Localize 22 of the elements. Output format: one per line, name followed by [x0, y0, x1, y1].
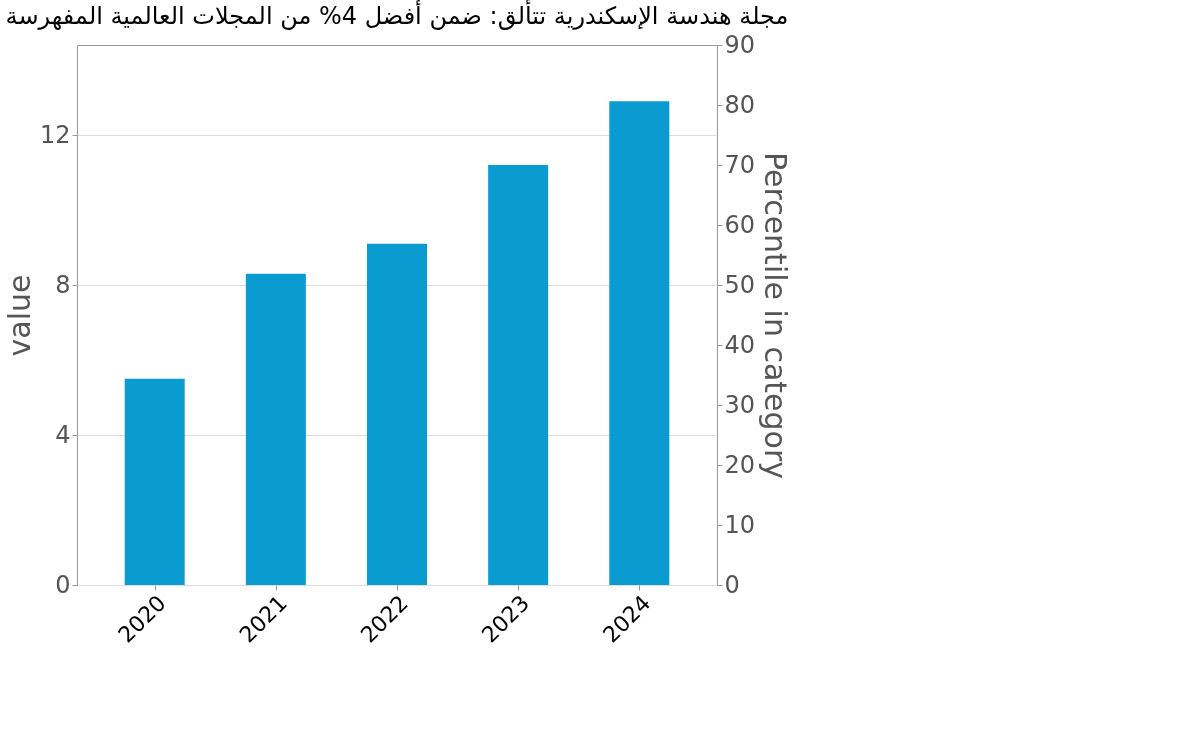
bar — [245, 273, 306, 585]
y2-tick-label: 70 — [724, 150, 756, 179]
y-tick-label: 12 — [39, 120, 71, 149]
bar — [367, 243, 427, 585]
y2-tick-label: 60 — [724, 210, 756, 239]
y2-tick-label: 30 — [724, 390, 756, 419]
y-tick-label: 8 — [55, 270, 71, 299]
y2-tick-label: 0 — [724, 570, 740, 599]
chart-title: مجلة هندسة الإسكندرية تتألق: ضمن أفضل 4% من المجلات العالمية المفهرسة — [5, 0, 789, 30]
y2-tick-label: 20 — [724, 450, 756, 479]
y2-tick-label: 80 — [724, 90, 756, 119]
bar — [124, 378, 185, 585]
y2-tick-label: 90 — [724, 30, 756, 59]
y2-tick-label: 50 — [724, 270, 756, 299]
y-axis-title: value — [1, 274, 37, 357]
bar — [609, 101, 670, 585]
y-tick-label: 0 — [55, 570, 71, 599]
y2-tick-label: 40 — [724, 330, 756, 359]
y2-axis-title: Percentile in category — [758, 151, 794, 480]
y-tick-label: 4 — [55, 420, 71, 449]
y2-tick-label: 10 — [724, 510, 756, 539]
bar — [488, 165, 549, 585]
